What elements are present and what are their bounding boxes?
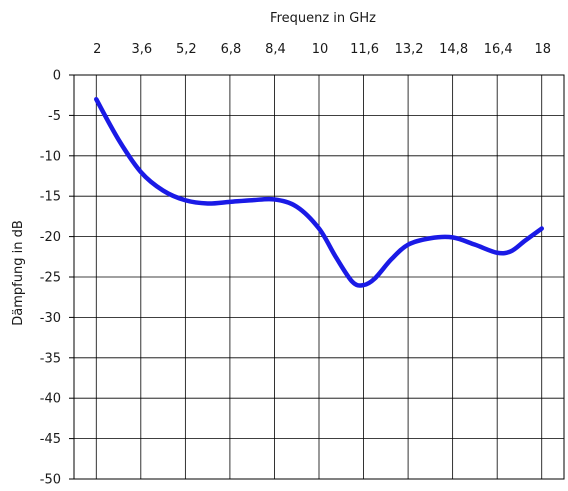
x-tick-label: 11,6 — [350, 42, 379, 57]
x-axis-title: Frequenz in GHz — [270, 11, 376, 26]
y-tick-label: -50 — [40, 473, 61, 488]
y-tick-label: -35 — [40, 351, 61, 366]
x-tick-label: 8,4 — [265, 42, 286, 57]
y-tick-label: -30 — [40, 311, 61, 326]
x-tick-label: 2 — [93, 42, 101, 57]
x-tick-label: 6,8 — [221, 42, 242, 57]
y-tick-label: -15 — [40, 190, 61, 205]
y-tick-label: -40 — [40, 392, 61, 407]
series-line-0 — [94, 96, 544, 288]
x-tick-label: 13,2 — [395, 42, 424, 57]
x-tick-label: 16,4 — [484, 42, 513, 57]
x-tick-label: 5,2 — [176, 42, 197, 57]
y-axis-title: Dämpfung in dB — [11, 220, 26, 326]
x-tick-label: 18 — [534, 42, 551, 57]
y-tick-label: -20 — [40, 230, 61, 245]
y-tick-label: 0 — [53, 69, 61, 84]
y-tick-label: -5 — [48, 109, 61, 124]
y-tick-label: -45 — [40, 432, 61, 447]
x-tick-label: 10 — [312, 42, 329, 57]
y-tick-label: -25 — [40, 271, 61, 286]
x-tick-label: 3,6 — [131, 42, 152, 57]
x-tick-label: 14,8 — [439, 42, 468, 57]
y-tick-label: -10 — [40, 149, 61, 164]
